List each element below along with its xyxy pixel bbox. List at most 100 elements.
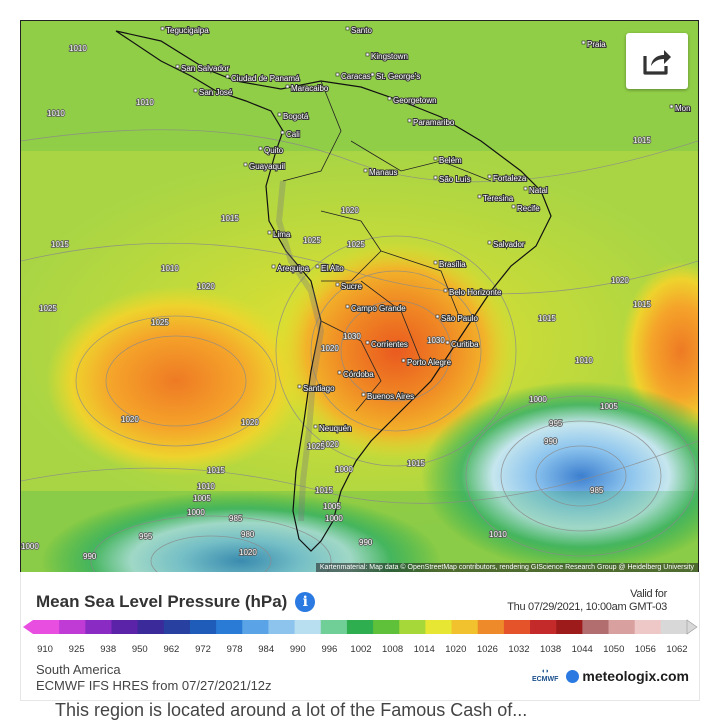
isobar-label: 1020 <box>321 344 339 353</box>
isobar-label: 1020 <box>239 548 257 557</box>
isobar-label: 1000 <box>187 508 205 517</box>
scale-swatch <box>163 620 191 634</box>
city-label: Brasília <box>439 260 466 269</box>
city-marker <box>433 175 438 180</box>
city-marker <box>335 72 340 77</box>
legend-title: Mean Sea Level Pressure (hPa) i <box>36 592 316 612</box>
scale-label: 990 <box>290 644 306 655</box>
scale-label: 972 <box>195 644 211 655</box>
isobar-label: 1015 <box>315 486 333 495</box>
model-label: ECMWF IFS HRES from 07/27/2021/12z <box>36 678 272 693</box>
scale-swatch <box>59 620 86 634</box>
scale-label: 1026 <box>477 644 498 655</box>
city-marker <box>433 156 438 161</box>
city-marker <box>193 88 198 93</box>
city-marker <box>487 174 492 179</box>
brand[interactable]: ◖◗ ECMWF meteologix.com <box>532 668 689 684</box>
scale-swatch <box>137 620 165 634</box>
isobar-label: 1020 <box>341 206 359 215</box>
scale-swatch <box>660 620 688 634</box>
scale-arrow-right <box>686 619 698 635</box>
scale-label: 962 <box>163 644 179 655</box>
city-marker <box>443 288 448 293</box>
isobar-label: 1025 <box>307 442 325 451</box>
scale-swatch <box>582 620 610 634</box>
scale-swatch <box>242 620 269 634</box>
city-label: Belo Horizonte <box>449 288 502 297</box>
city-marker <box>225 74 230 79</box>
isobar-label: 995 <box>139 532 153 541</box>
city-label: Cali <box>286 130 300 139</box>
isobar-label: 1000 <box>21 542 39 551</box>
city-label: Neuquén <box>319 424 351 433</box>
isobar-label: 1010 <box>136 98 154 107</box>
city-label: Santo <box>351 26 372 35</box>
city-label: Lima <box>273 230 291 239</box>
info-icon[interactable]: i <box>295 592 316 612</box>
isobar-label: 1015 <box>51 240 69 249</box>
city-marker <box>297 384 302 389</box>
city-label: Caracas <box>341 72 371 81</box>
city-label: Paramaribo <box>413 118 455 127</box>
scale-label: 938 <box>100 644 116 655</box>
isobar-label: 990 <box>544 437 558 446</box>
city-label: Belém <box>439 156 462 165</box>
pressure-map[interactable]: Tegucigalpa San Salvador San José Ciudad de… <box>21 21 698 572</box>
isobar-label: 1015 <box>633 136 651 145</box>
city-label: Quito <box>264 146 284 155</box>
isobar-label: 1000 <box>335 465 353 474</box>
city-marker <box>315 264 320 269</box>
isobar-label: 1010 <box>489 530 507 539</box>
isobar-label: 1000 <box>529 395 547 404</box>
share-icon <box>643 50 671 75</box>
scale-swatch <box>373 620 400 634</box>
city-label: Georgetown <box>393 96 437 105</box>
scale-label: 1062 <box>666 644 687 655</box>
isobar-label: 1025 <box>303 236 321 245</box>
city-marker <box>445 340 450 345</box>
city-label: El Alto <box>321 264 344 273</box>
share-button[interactable] <box>626 33 688 89</box>
city-label: Campo Grande <box>351 304 406 313</box>
city-label: Tegucigalpa <box>166 26 209 35</box>
city-marker <box>258 146 263 151</box>
city-label: Ciudad de Panamá <box>231 74 300 83</box>
isobar-label: 1020 <box>611 276 629 285</box>
isobar-label: 1020 <box>121 415 139 424</box>
city-label: Salvador <box>493 240 525 249</box>
scale-swatch <box>85 620 112 634</box>
city-marker <box>407 118 412 123</box>
scale-swatch <box>425 620 453 634</box>
city-marker <box>511 204 516 209</box>
scale-label: 1032 <box>508 644 529 655</box>
isobar-label: 1020 <box>197 282 215 291</box>
scale-label: 950 <box>132 644 148 655</box>
ecmwf-logo: ◖◗ ECMWF <box>532 668 558 684</box>
city-marker <box>271 264 276 269</box>
scale-label: 1044 <box>572 644 593 655</box>
valid-for: Valid for Thu 07/29/2021, 10:00am GMT-03 <box>507 588 667 614</box>
isobar-label: 1005 <box>193 494 211 503</box>
city-label: San Salvador <box>181 64 229 73</box>
scale-swatch <box>556 620 583 634</box>
map-frame[interactable]: Tegucigalpa San Salvador San José Ciudad de… <box>20 20 699 573</box>
scale-swatch <box>477 620 505 634</box>
city-marker <box>345 26 350 31</box>
isobar-label: 1005 <box>600 402 618 411</box>
city-label: Buenos Aires <box>367 392 414 401</box>
scale-label: 1020 <box>445 644 466 655</box>
legend-title-text: Mean Sea Level Pressure (hPa) <box>36 592 288 611</box>
isobar-label: 1020 <box>321 440 339 449</box>
scale-swatch <box>294 620 322 634</box>
region-label: South America <box>36 662 121 677</box>
map-attribution: Kartenmaterial: Map data © OpenStreetMap… <box>315 563 698 572</box>
isobar-label: 985 <box>229 514 243 523</box>
isobar-label: 1020 <box>241 418 259 427</box>
meteologix-logo[interactable]: meteologix.com <box>566 668 689 684</box>
city-marker <box>361 392 366 397</box>
scale-swatch <box>399 620 426 634</box>
isobar-label: 1025 <box>151 318 169 327</box>
isobar-label: 1010 <box>575 356 593 365</box>
city-label: Guayaquil <box>249 162 285 171</box>
city-marker <box>160 26 165 31</box>
